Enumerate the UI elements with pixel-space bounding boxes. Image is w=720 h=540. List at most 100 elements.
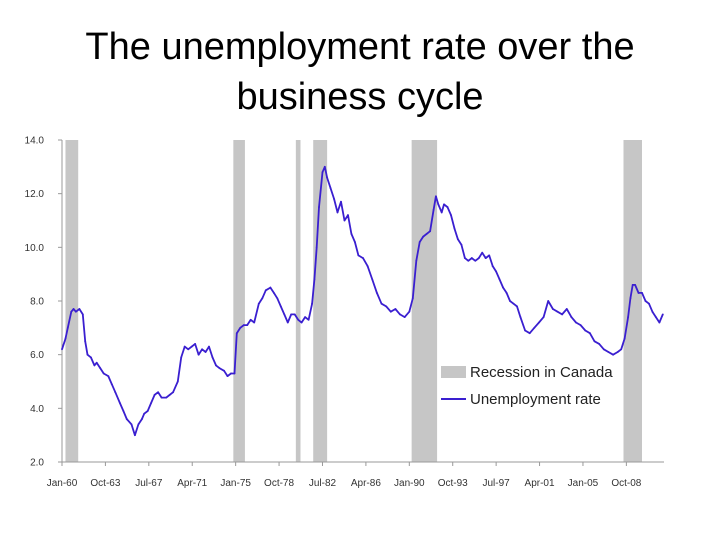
data-point [446, 206, 449, 208]
slide-title-line1: The unemployment rate over the [85, 26, 635, 68]
recession-band [411, 140, 438, 462]
data-point [651, 310, 654, 313]
x-tick-label: Jul-82 [309, 478, 337, 489]
data-point [357, 254, 360, 257]
x-tick-label: Apr-86 [351, 478, 381, 489]
data-point [524, 329, 526, 332]
data-point [249, 318, 252, 321]
data-point [362, 257, 364, 259]
data-point [516, 305, 518, 308]
data-point [110, 383, 113, 386]
data-point [218, 367, 221, 369]
data-point [629, 297, 632, 300]
data-point [211, 356, 214, 359]
data-point [616, 351, 619, 353]
data-point [411, 297, 414, 300]
data-point [176, 380, 179, 383]
data-point [467, 259, 470, 262]
data-point [575, 321, 577, 324]
data-point [122, 410, 125, 412]
legend-swatch-recession [441, 366, 466, 378]
data-point [215, 364, 217, 367]
data-point [561, 313, 564, 316]
data-point [307, 318, 310, 321]
data-point [143, 412, 146, 415]
data-point [78, 308, 81, 310]
data-point [380, 302, 383, 305]
data-point [435, 195, 437, 198]
data-point [495, 270, 498, 273]
data-point [502, 286, 504, 289]
data-point [107, 375, 110, 378]
recession-band [623, 140, 643, 462]
data-point [542, 316, 545, 318]
data-point [457, 238, 459, 241]
data-point [450, 214, 452, 217]
data-point [385, 305, 388, 308]
data-point [598, 343, 601, 345]
data-point [165, 396, 168, 399]
data-point [408, 310, 411, 313]
data-point [394, 308, 397, 310]
data-point [279, 305, 282, 308]
data-point [157, 391, 159, 394]
recession-band [65, 140, 79, 462]
data-point [183, 345, 186, 348]
recession-bands [65, 140, 643, 462]
data-point [343, 219, 346, 222]
data-point [644, 300, 647, 302]
data-point [658, 321, 661, 324]
data-point [602, 348, 605, 351]
data-point [425, 233, 428, 235]
slide-title: The unemployment rate over the business … [40, 22, 680, 122]
recession-band [233, 140, 245, 462]
data-point [208, 345, 210, 348]
x-tick-label: Oct-93 [438, 478, 468, 489]
data-point [584, 329, 587, 332]
data-point [153, 394, 156, 396]
x-tick-label: Apr-71 [177, 478, 207, 489]
data-point [323, 165, 326, 168]
data-point [276, 297, 279, 300]
recession-band [313, 140, 328, 462]
data-point [620, 348, 623, 351]
data-point [556, 310, 559, 313]
data-point [498, 278, 501, 281]
data-point [146, 410, 149, 412]
data-point [641, 292, 643, 294]
data-point [375, 292, 378, 294]
data-point [333, 198, 335, 200]
legend-label: Recession in Canada [470, 364, 613, 381]
data-point [150, 402, 153, 404]
legend-label: Unemployment rate [470, 391, 601, 408]
data-point [300, 321, 303, 324]
data-point [477, 257, 480, 259]
data-point [93, 364, 96, 367]
data-point [261, 297, 264, 300]
data-point [246, 324, 249, 327]
data-point [565, 308, 568, 310]
data-point [366, 265, 369, 268]
data-point [264, 289, 267, 292]
data-point [440, 211, 443, 214]
data-point [95, 361, 98, 364]
data-point [661, 313, 664, 316]
data-point [528, 332, 531, 335]
data-point [204, 351, 207, 353]
data-point [654, 316, 657, 318]
chart-axes: 2.0 4.0 6.0 8.0 10.0 12.0 14.0 Jan-60 Oct-63 Jul-… [25, 136, 664, 489]
data-point [118, 402, 121, 404]
data-point [140, 418, 143, 420]
data-point [350, 233, 353, 235]
data-point [509, 300, 511, 302]
data-point [422, 235, 425, 238]
data-point [242, 324, 245, 327]
data-point [329, 187, 332, 190]
recession-band [295, 140, 301, 462]
chart-series [61, 165, 664, 437]
data-point [239, 326, 242, 329]
data-point [293, 313, 296, 316]
data-point [84, 340, 87, 343]
data-point [429, 230, 432, 233]
data-point [533, 326, 536, 329]
